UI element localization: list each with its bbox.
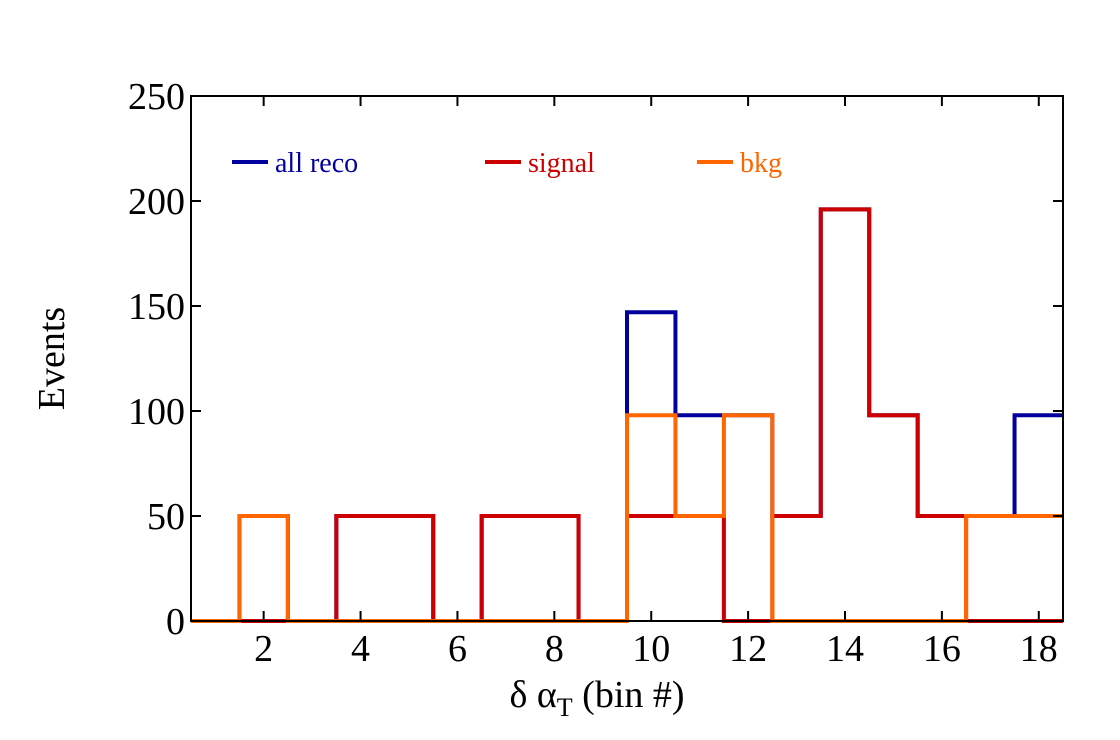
y-tick-label: 50	[147, 496, 185, 538]
series-line-bkg	[191, 413, 1063, 623]
x-tick-label: 14	[826, 628, 864, 670]
legend-label: all reco	[275, 148, 358, 179]
legend-label: bkg	[740, 148, 782, 179]
x-tick-label: 12	[729, 628, 767, 670]
x-axis-title: δ αT (bin #)	[509, 674, 684, 722]
plot-frame	[190, 95, 1064, 622]
series-layer	[191, 207, 1063, 623]
x-axis-title-subscript: T	[557, 693, 573, 722]
legend-label: signal	[528, 148, 595, 179]
y-tick-label: 150	[128, 286, 185, 328]
series-line-signal	[191, 207, 1063, 623]
x-tick-label: 16	[923, 628, 961, 670]
x-tick-label: 10	[632, 628, 670, 670]
legend-item-signal: signal	[485, 148, 595, 179]
legend: all reco signal bkg	[232, 148, 782, 179]
y-tick-label: 250	[128, 76, 185, 118]
x-tick-label: 2	[254, 628, 273, 670]
legend-item-bkg: bkg	[697, 148, 782, 179]
legend-item-all-reco: all reco	[232, 148, 358, 179]
y-axis-title: Events	[31, 307, 73, 410]
x-axis-title-suffix: (bin #)	[573, 674, 685, 716]
y-tick-label: 0	[166, 601, 185, 643]
x-axis-title-main: δ α	[509, 674, 556, 716]
x-tick-label: 6	[448, 628, 467, 670]
y-tick-label: 200	[128, 181, 185, 223]
x-tick-label: 8	[545, 628, 564, 670]
ticks-layer: 2 4 6 8 10 12 14 16 18 0 50 100 150 200 250	[128, 76, 1063, 670]
x-tick-label: 18	[1020, 628, 1058, 670]
y-tick-label: 100	[128, 391, 185, 433]
x-tick-label: 4	[351, 628, 370, 670]
